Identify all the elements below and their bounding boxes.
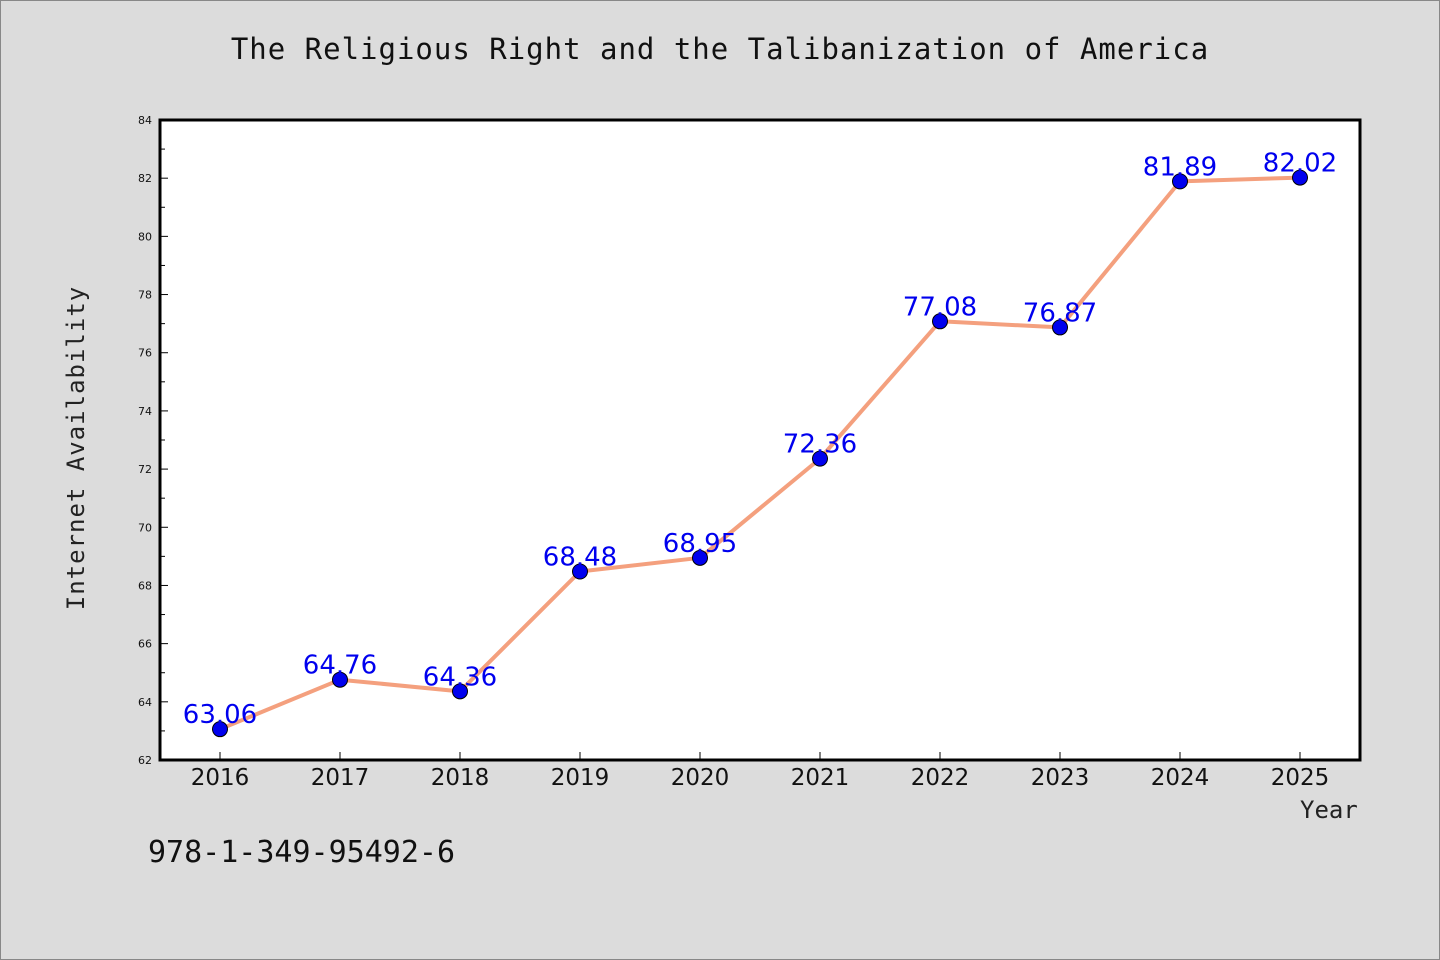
y-tick-label: 74 [138, 405, 152, 418]
data-label: 82.02 [1263, 149, 1337, 179]
data-label: 64.76 [303, 651, 377, 681]
x-tick-label: 2022 [911, 765, 970, 791]
y-tick-label: 76 [138, 347, 152, 360]
data-label: 68.95 [663, 529, 737, 559]
x-tick-label: 2019 [551, 765, 610, 791]
data-point [572, 563, 588, 580]
plot-area [158, 118, 1362, 762]
x-tick-label: 2023 [1031, 765, 1090, 791]
data-label: 72.36 [783, 430, 857, 460]
y-tick-label: 64 [138, 696, 152, 709]
data-point [212, 721, 228, 738]
x-tick-label: 2021 [791, 765, 850, 791]
x-tick-label: 2016 [191, 765, 250, 791]
x-tick-label: 2020 [671, 765, 730, 791]
isbn-text: 978-1-349-95492-6 [148, 835, 456, 870]
data-label: 64.36 [423, 662, 497, 692]
data-point [1292, 169, 1308, 186]
y-axis-ticks: 62 64 66 68 70 72 74 76 78 80 82 84 [138, 114, 168, 767]
data-point [932, 313, 948, 330]
y-tick-label: 78 [138, 289, 152, 302]
y-tick-label: 72 [138, 463, 152, 476]
series-line [219, 175, 1301, 732]
chart-title: The Religious Right and the Talibanizati… [230, 32, 1210, 66]
y-tick-label: 66 [138, 638, 152, 651]
y-tick-label: 82 [138, 172, 152, 185]
x-axis-label: Year [1300, 796, 1358, 824]
data-label: 77.08 [903, 292, 977, 322]
data-label: 68.48 [543, 542, 617, 572]
y-tick-label: 62 [138, 754, 152, 767]
data-point [332, 671, 348, 688]
x-tick-label: 2025 [1271, 765, 1330, 791]
y-tick-label: 84 [138, 114, 152, 127]
x-axis-ticks: 2016 2017 2018 2019 2020 2021 2022 2023 2024 2025 [191, 752, 1330, 791]
data-point [812, 450, 828, 467]
data-label: 76.87 [1023, 298, 1097, 328]
data-label: 63.06 [183, 700, 257, 730]
y-tick-label: 68 [138, 579, 152, 592]
y-tick-label: 70 [138, 521, 152, 534]
data-markers [212, 169, 1308, 738]
y-tick-label: 80 [138, 230, 152, 243]
x-tick-label: 2024 [1151, 765, 1210, 791]
data-labels: 63.06 64.76 64.36 68.48 68.95 72.36 77.08 76.87… [183, 149, 1337, 731]
x-tick-label: 2018 [431, 765, 490, 791]
data-label: 81.89 [1143, 152, 1217, 182]
data-point [1172, 173, 1188, 190]
data-point [1052, 319, 1068, 336]
x-tick-label: 2017 [311, 765, 370, 791]
data-point [692, 549, 708, 566]
data-point [452, 683, 468, 700]
